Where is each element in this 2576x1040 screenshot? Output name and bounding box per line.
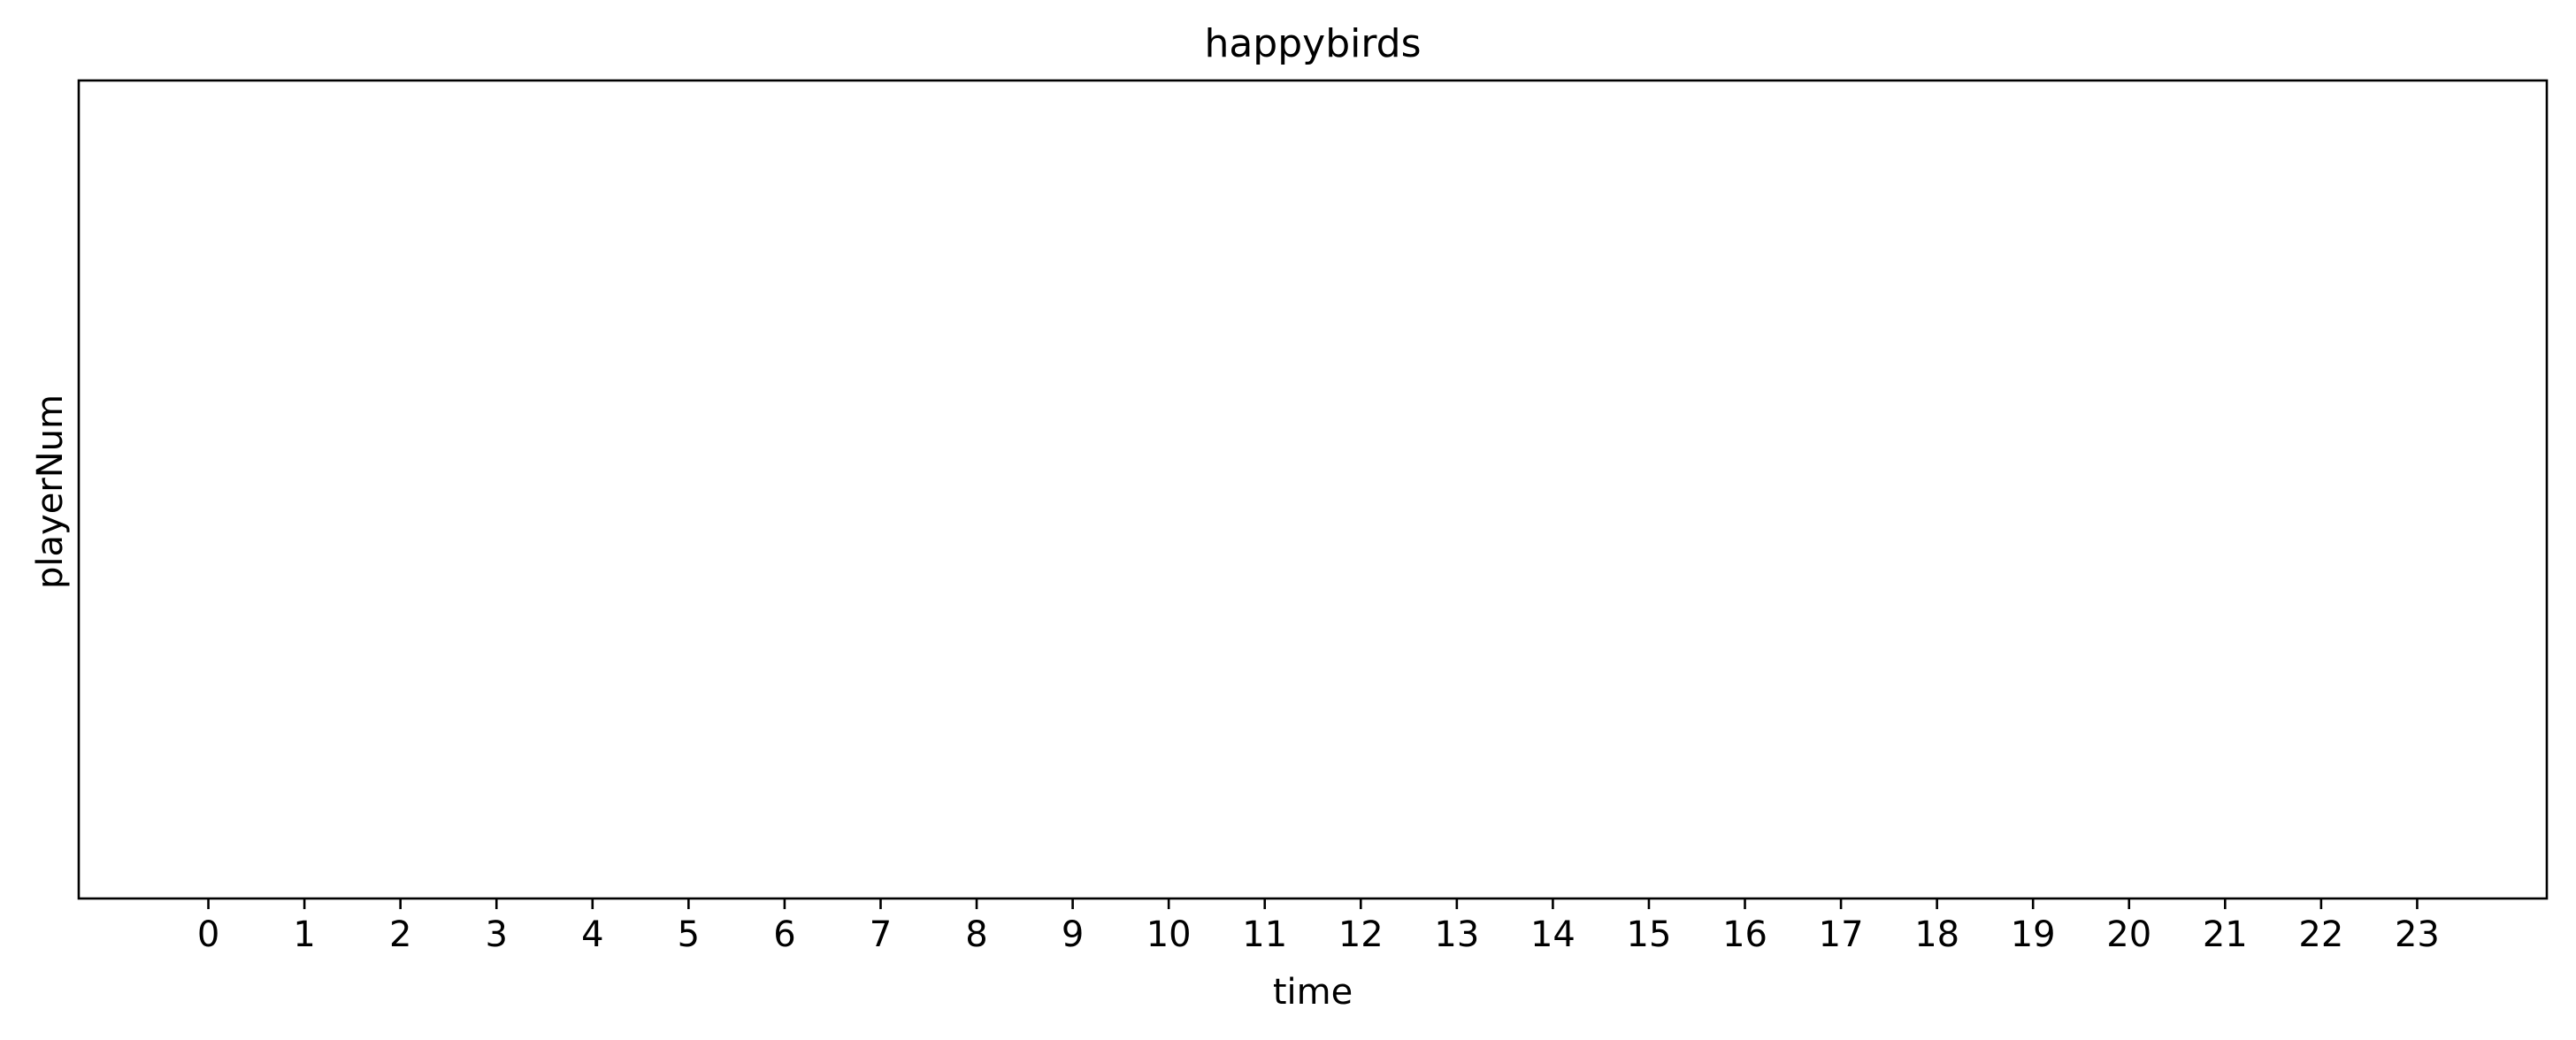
x-tick-label: 12: [1338, 914, 1384, 955]
plot-area: [77, 79, 2549, 900]
y-axis-label: playerNum: [30, 394, 71, 589]
x-axis-label: time: [1273, 972, 1353, 1013]
x-tick-label: 0: [197, 914, 219, 955]
x-tick-label: 11: [1242, 914, 1287, 955]
x-tick-label: 8: [965, 914, 987, 955]
chart-title: happybirds: [1204, 21, 1421, 66]
x-tick-label: 21: [2203, 914, 2248, 955]
x-tick-label: 5: [678, 914, 700, 955]
x-tick-label: 2: [389, 914, 411, 955]
x-tick-label: 17: [1819, 914, 1864, 955]
x-tick-label: 4: [581, 914, 603, 955]
x-tick-label: 13: [1434, 914, 1479, 955]
x-tick-label: 10: [1146, 914, 1192, 955]
x-tick-label: 23: [2395, 914, 2440, 955]
x-axis: 0 1 2 3 4 5 6 7 8 9 10 11 12 13 14 15 16 17 18 19 20 21 22 23: [197, 899, 2440, 955]
x-tick-label: 7: [870, 914, 892, 955]
x-tick-label: 3: [486, 914, 508, 955]
x-tick-label: 16: [1722, 914, 1767, 955]
x-tick-label: 1: [293, 914, 315, 955]
x-tick-label: 22: [2298, 914, 2343, 955]
x-tick-label: 6: [773, 914, 795, 955]
x-tick-label: 14: [1530, 914, 1576, 955]
x-tick-label: 15: [1627, 914, 1672, 955]
x-tick-label: 18: [1914, 914, 1959, 955]
x-tick-label: 19: [2011, 914, 2056, 955]
x-tick-label: 20: [2106, 914, 2151, 955]
x-tick-label: 9: [1062, 914, 1084, 955]
